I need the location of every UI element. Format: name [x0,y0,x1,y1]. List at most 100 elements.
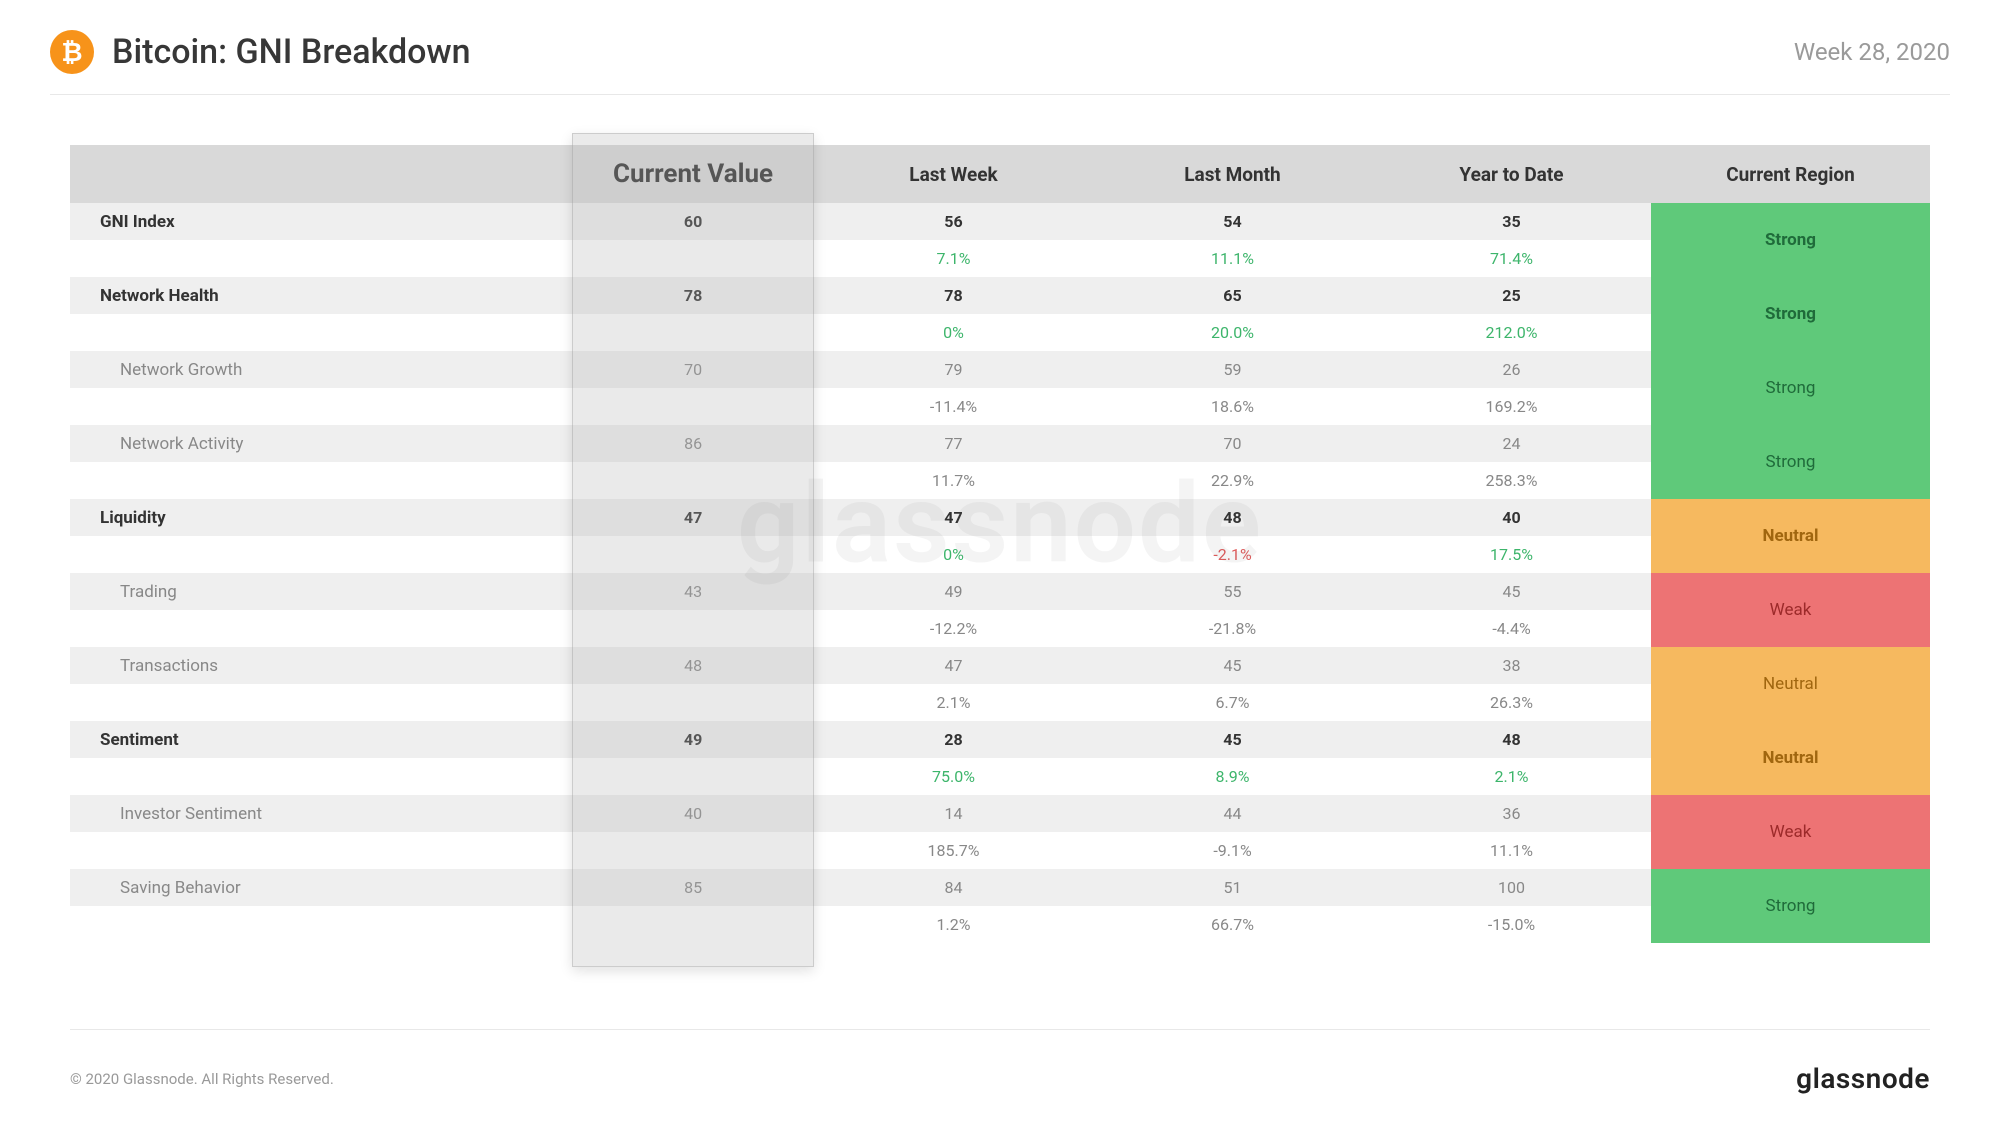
metric-name-blank [70,610,572,647]
ytd-value: 38 [1372,647,1651,684]
table-row: Network Activity86777024Strong [70,425,1930,462]
ytd-pct: 169.2% [1372,388,1651,425]
table-body: GNI Index60565435Strong7.1%11.1%71.4%Net… [70,203,1930,943]
current-value: 43 [572,573,814,610]
metric-name-blank [70,240,572,277]
period-label: Week 28, 2020 [1794,38,1950,66]
footer-divider [70,1029,1930,1030]
ytd-value: 45 [1372,573,1651,610]
bitcoin-icon: ₿ [50,30,94,74]
current-pct-blank [572,240,814,277]
region-badge: Neutral [1651,499,1930,573]
col-header-last-month: Last Month [1093,145,1372,203]
ytd-pct: -4.4% [1372,610,1651,647]
region-badge: Strong [1651,869,1930,943]
col-header-name [70,145,572,203]
col-header-region: Current Region [1651,145,1930,203]
region-badge: Strong [1651,277,1930,351]
col-header-last-week: Last Week [814,145,1093,203]
col-header-ytd: Year to Date [1372,145,1651,203]
ytd-value: 35 [1372,203,1651,240]
last-week-pct: 185.7% [814,832,1093,869]
last-month-pct: 6.7% [1093,684,1372,721]
ytd-pct: 26.3% [1372,684,1651,721]
last-month-pct: -21.8% [1093,610,1372,647]
metric-name: Network Health [70,277,572,314]
copyright: © 2020 Glassnode. All Rights Reserved. [70,1070,334,1088]
metric-name-blank [70,536,572,573]
last-week-pct: 75.0% [814,758,1093,795]
current-pct-blank [572,758,814,795]
last-month-value: 45 [1093,721,1372,758]
ytd-pct: 2.1% [1372,758,1651,795]
metric-name-blank [70,832,572,869]
table-row: Trading43495545Weak [70,573,1930,610]
current-value: 85 [572,869,814,906]
last-week-value: 56 [814,203,1093,240]
metric-name: Sentiment [70,721,572,758]
last-week-pct: 0% [814,536,1093,573]
metric-name: Transactions [70,647,572,684]
current-value: 70 [572,351,814,388]
ytd-pct: 212.0% [1372,314,1651,351]
ytd-value: 26 [1372,351,1651,388]
last-month-value: 55 [1093,573,1372,610]
page-title: Bitcoin: GNI Breakdown [112,32,471,72]
last-month-pct: 8.9% [1093,758,1372,795]
last-week-value: 79 [814,351,1093,388]
last-week-pct: -11.4% [814,388,1093,425]
ytd-pct: 258.3% [1372,462,1651,499]
table-row: Transactions48474538Neutral [70,647,1930,684]
last-month-value: 45 [1093,647,1372,684]
metric-name-blank [70,314,572,351]
metric-name-blank [70,906,572,943]
last-week-value: 78 [814,277,1093,314]
current-value: 48 [572,647,814,684]
current-value: 49 [572,721,814,758]
header: ₿ Bitcoin: GNI Breakdown Week 28, 2020 [0,0,2000,94]
last-month-value: 48 [1093,499,1372,536]
current-value: 60 [572,203,814,240]
table-header-row: Current Value Last Week Last Month Year … [70,145,1930,203]
last-month-pct: 22.9% [1093,462,1372,499]
last-week-value: 49 [814,573,1093,610]
current-pct-blank [572,832,814,869]
metric-name: Network Activity [70,425,572,462]
last-month-value: 44 [1093,795,1372,832]
metric-name: Liquidity [70,499,572,536]
last-week-value: 14 [814,795,1093,832]
table-row: Saving Behavior858451100Strong [70,869,1930,906]
region-badge: Strong [1651,351,1930,425]
ytd-value: 100 [1372,869,1651,906]
ytd-pct: 71.4% [1372,240,1651,277]
current-pct-blank [572,536,814,573]
current-pct-blank [572,462,814,499]
ytd-value: 36 [1372,795,1651,832]
table-row: Network Health78786525Strong [70,277,1930,314]
region-badge: Strong [1651,425,1930,499]
region-badge: Neutral [1651,647,1930,721]
last-week-value: 84 [814,869,1093,906]
current-value: 86 [572,425,814,462]
last-week-pct: 7.1% [814,240,1093,277]
ytd-pct: 11.1% [1372,832,1651,869]
gni-table: Current Value Last Week Last Month Year … [70,145,1930,943]
region-badge: Strong [1651,203,1930,277]
current-pct-blank [572,610,814,647]
ytd-pct: 17.5% [1372,536,1651,573]
ytd-value: 48 [1372,721,1651,758]
col-header-current: Current Value [572,145,814,203]
last-week-value: 47 [814,499,1093,536]
metric-name-blank [70,684,572,721]
metric-name: Investor Sentiment [70,795,572,832]
last-month-value: 70 [1093,425,1372,462]
table-row: Investor Sentiment40144436Weak [70,795,1930,832]
region-badge: Neutral [1651,721,1930,795]
current-value: 47 [572,499,814,536]
last-week-value: 28 [814,721,1093,758]
last-month-pct: 66.7% [1093,906,1372,943]
last-month-pct: 20.0% [1093,314,1372,351]
brand-logo: glassnode [1796,1062,1930,1095]
footer: © 2020 Glassnode. All Rights Reserved. g… [0,1062,2000,1095]
current-pct-blank [572,314,814,351]
